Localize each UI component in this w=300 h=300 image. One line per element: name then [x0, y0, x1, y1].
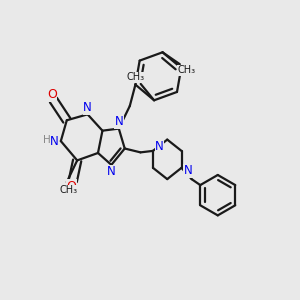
Text: N: N	[155, 140, 164, 153]
Text: N: N	[50, 135, 59, 148]
Text: N: N	[106, 166, 115, 178]
Text: O: O	[47, 88, 57, 101]
Text: O: O	[66, 180, 76, 193]
Text: N: N	[184, 164, 192, 177]
Text: CH₃: CH₃	[59, 185, 77, 195]
Text: CH₃: CH₃	[126, 72, 144, 82]
Text: CH₃: CH₃	[177, 65, 195, 75]
Text: N: N	[115, 115, 124, 128]
Text: N: N	[83, 101, 92, 114]
Text: H: H	[43, 135, 51, 145]
